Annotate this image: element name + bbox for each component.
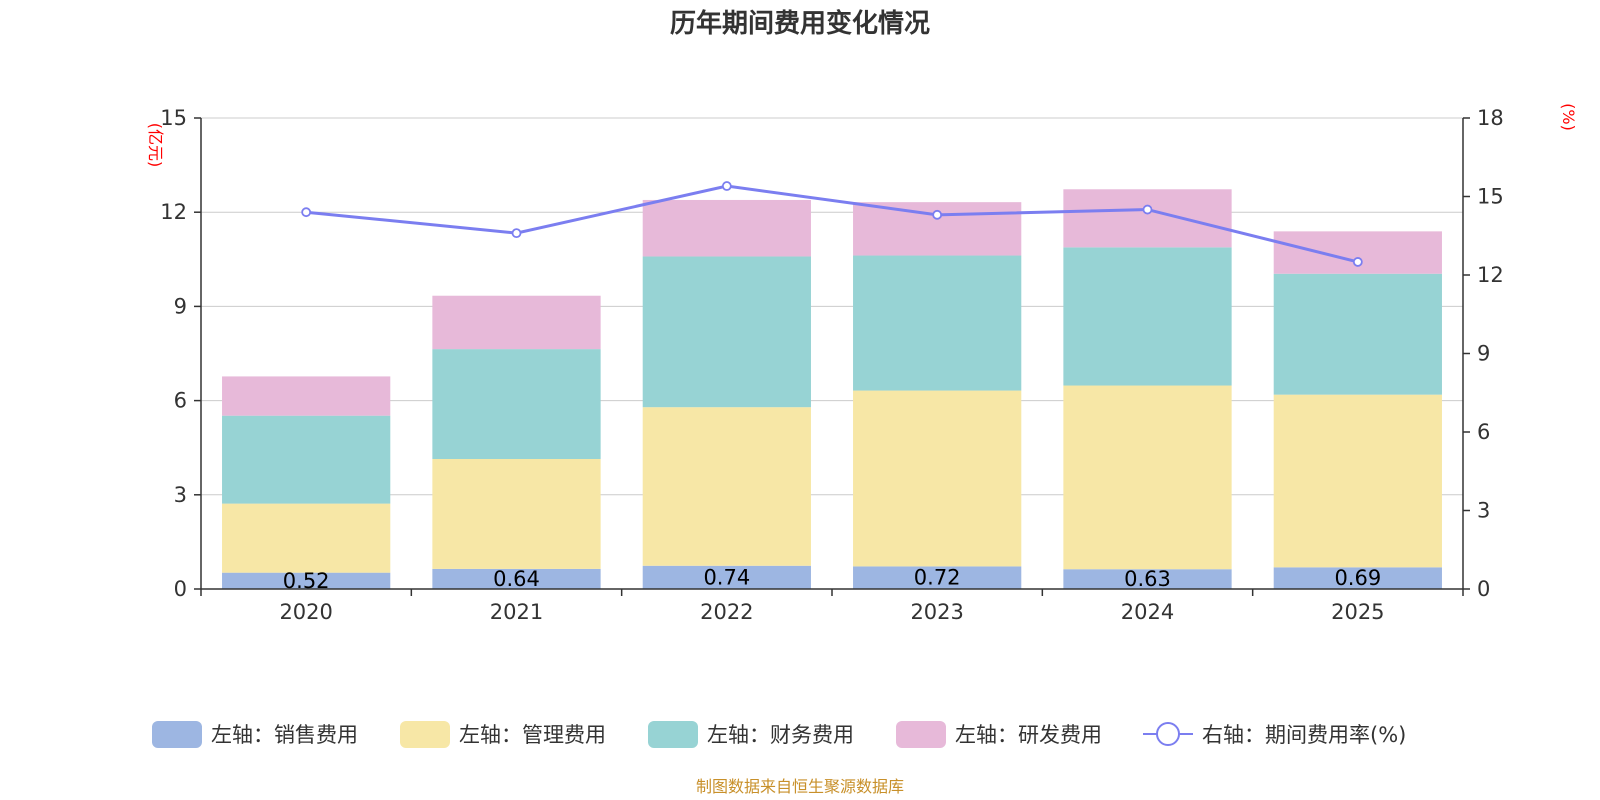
x-tick-label: 2023 (910, 600, 963, 624)
bar-segment (222, 572, 391, 589)
x-tick-label: 2021 (490, 600, 543, 624)
legend: 左轴：销售费用 左轴：管理费用 左轴：财务费用 左轴：研发费用 右轴：期间费用率(%) (152, 721, 1406, 748)
bar-segment (222, 503, 391, 573)
legend-label: 左轴：研发费用 (955, 723, 1102, 747)
bar-segment (222, 376, 391, 416)
rate-point (511, 228, 522, 239)
x-tick-label: 2025 (1331, 600, 1384, 624)
right-axis-unit: (%) (1559, 103, 1578, 131)
right-tick-label: 6 (1477, 420, 1490, 444)
rate-point (721, 181, 732, 191)
bar-segment (1063, 247, 1232, 386)
gridlines (201, 117, 1463, 496)
legend-label: 左轴：财务费用 (707, 723, 854, 747)
left-tick-label: 6 (174, 389, 187, 413)
x-tick-label: 2022 (700, 600, 753, 624)
bar-segment (432, 568, 601, 589)
bar-segment (642, 565, 811, 589)
data-labels: 0.52 0.64 0.74 0.72 0.63 0.69 (283, 565, 1381, 592)
bar-segment (1273, 394, 1442, 568)
axes: 0 3 6 9 12 15 0 3 6 9 12 15 18 2020 2021 2022 2023 2024 20… (160, 106, 1503, 624)
rate-line-series (301, 181, 1363, 267)
left-tick-label: 0 (174, 577, 187, 601)
left-tick-label: 15 (160, 106, 187, 130)
left-tick-label: 3 (174, 483, 187, 507)
legend-swatch (152, 721, 202, 748)
legend-swatch (896, 721, 946, 748)
source-note: 制图数据来自恒生聚源数据库 (696, 777, 904, 796)
bar-data-label: 0.52 (283, 569, 330, 593)
rate-point (1142, 204, 1153, 215)
right-tick-label: 9 (1477, 342, 1490, 366)
right-tick-label: 15 (1477, 185, 1504, 209)
bar-segment (1063, 385, 1232, 570)
bars (222, 189, 1442, 589)
chart-title: 历年期间费用变化情况 (670, 8, 930, 39)
bar-segment (432, 295, 601, 350)
legend-label: 左轴：销售费用 (211, 723, 358, 747)
right-tick-label: 12 (1477, 263, 1504, 287)
rate-point (932, 209, 943, 220)
bar-segment (853, 390, 1022, 567)
bar-segment (1273, 231, 1442, 274)
bar-segment (642, 256, 811, 408)
bar-segment (1063, 189, 1232, 248)
bar-data-label: 0.64 (493, 567, 540, 591)
legend-label: 左轴：管理费用 (459, 723, 606, 747)
bar-data-label: 0.72 (914, 566, 961, 590)
right-tick-label: 3 (1477, 499, 1490, 523)
bar-segment (222, 415, 391, 504)
legend-label: 右轴：期间费用率(%) (1202, 723, 1406, 747)
bar-segment (1273, 567, 1442, 589)
bar-data-label: 0.63 (1124, 567, 1171, 591)
right-tick-label: 18 (1477, 106, 1504, 130)
bar-segment (432, 459, 601, 569)
x-tick-label: 2020 (279, 600, 332, 624)
left-tick-label: 9 (174, 294, 187, 318)
bar-segment (853, 566, 1022, 589)
bar-segment (1063, 569, 1232, 589)
bar-segment (432, 349, 601, 460)
bar-data-label: 0.74 (703, 565, 750, 589)
bar-segment (853, 255, 1022, 391)
left-tick-label: 12 (160, 200, 187, 224)
bar-segment (1273, 273, 1442, 395)
rate-point (301, 207, 312, 218)
left-axis-unit: (亿元) (146, 123, 165, 168)
bar-data-label: 0.69 (1334, 566, 1381, 590)
legend-swatch (400, 721, 450, 748)
right-tick-label: 0 (1477, 577, 1490, 601)
legend-swatch (648, 721, 698, 748)
rate-line (306, 184, 1359, 264)
bar-segment (642, 199, 811, 257)
bar-segment (642, 407, 811, 566)
x-tick-label: 2024 (1121, 600, 1174, 624)
legend-marker (1156, 722, 1180, 746)
rate-point (1352, 257, 1363, 267)
